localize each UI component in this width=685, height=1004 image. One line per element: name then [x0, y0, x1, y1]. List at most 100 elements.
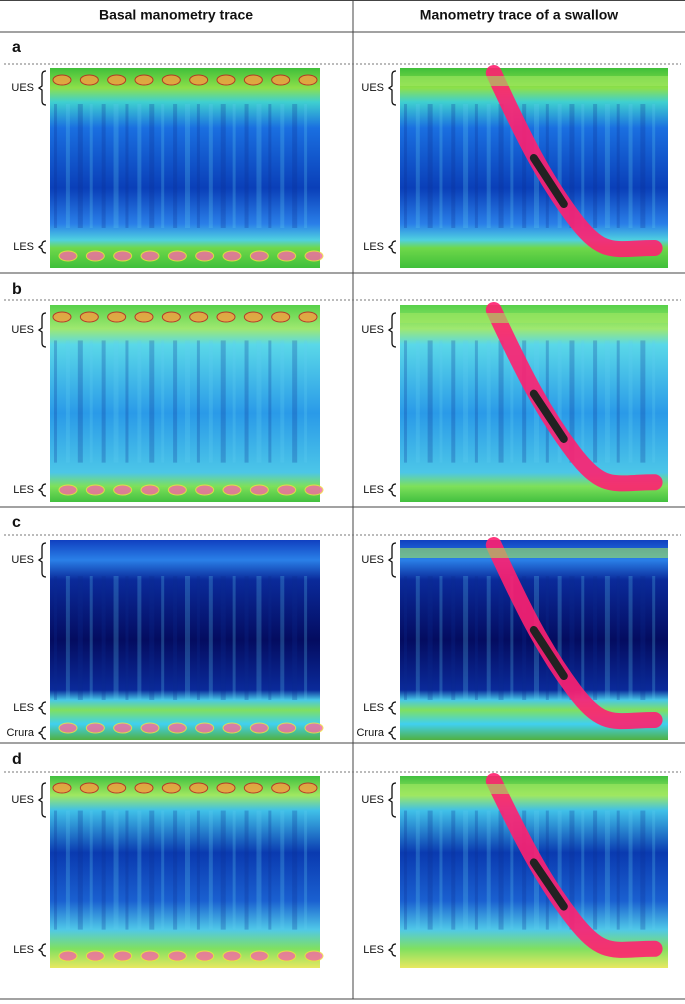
heatmap-stripe	[125, 576, 129, 700]
heatmap-stripe	[149, 576, 155, 700]
sphincter-label: LES	[363, 241, 384, 253]
column-header: Basal manometry trace	[99, 7, 253, 23]
heatmap-stripe	[149, 810, 155, 930]
pressure-blob	[113, 484, 133, 496]
pressure-blob	[277, 484, 297, 496]
pressure-blob	[195, 722, 215, 734]
brace	[37, 943, 47, 957]
heatmap-stripe	[161, 340, 165, 463]
pressure-blob	[79, 311, 99, 323]
pressure-blob	[195, 484, 215, 496]
heatmap-stripe	[427, 340, 433, 463]
heatmap-stripe	[280, 810, 285, 930]
heatmap-stripe	[415, 576, 420, 700]
brace	[387, 542, 397, 578]
pressure-blob	[58, 950, 78, 962]
heatmap-stripe	[196, 810, 200, 930]
heatmap-stripe	[304, 104, 308, 228]
heatmap-stripe	[569, 340, 575, 463]
heatmap-stripe	[557, 810, 562, 930]
pressure-blob	[249, 250, 269, 262]
heatmap-stripe	[54, 810, 57, 930]
heatmap-stripe	[65, 576, 70, 700]
wave-core	[529, 626, 568, 680]
heatmap-stripe	[486, 576, 491, 700]
heatmap-stripe	[640, 104, 646, 228]
heatmap-stripe	[451, 810, 456, 930]
heatmap-stripe	[510, 810, 514, 930]
pressure-blob	[140, 722, 160, 734]
heatmap-stripe	[173, 340, 178, 463]
panel-letter: c	[12, 514, 21, 531]
pressure-blob	[277, 950, 297, 962]
heatmap-stripe	[137, 576, 142, 700]
pressure-blob	[107, 311, 127, 323]
heatmap-stripe	[463, 104, 469, 228]
sphincter-label: UES	[11, 324, 34, 336]
heatmap-stripe	[208, 104, 213, 228]
pressure-blob	[222, 250, 242, 262]
heatmap-stripe	[220, 810, 226, 930]
heatmap-stripe	[161, 576, 165, 700]
heatmap-stripe	[616, 810, 620, 930]
heatmap-stripe	[65, 104, 70, 228]
heatmap-stripe	[77, 104, 83, 228]
heatmap-stripe	[498, 340, 504, 463]
brace	[387, 312, 397, 348]
pressure-blob	[298, 782, 318, 794]
heatmap-stripe	[474, 340, 478, 463]
pressure-blob	[107, 782, 127, 794]
heatmap-stripe	[89, 810, 93, 930]
heatmap-stripe	[498, 576, 504, 700]
pressure-blob	[243, 74, 263, 86]
pressure-blob	[271, 782, 291, 794]
heatmap-stripe	[280, 340, 285, 463]
sphincter-label: UES	[11, 554, 34, 566]
pressure-blob	[249, 722, 269, 734]
brace	[37, 70, 47, 106]
heatmap-stripe	[569, 576, 575, 700]
heatmap-stripe	[256, 576, 262, 700]
heatmap-stripe	[268, 576, 272, 700]
brace	[37, 483, 47, 497]
heatmap-stripe	[256, 810, 262, 930]
pressure-blob	[113, 722, 133, 734]
sphincter-label: Crura	[6, 727, 34, 739]
heatmap-stripe	[220, 340, 226, 463]
pressure-blob	[79, 74, 99, 86]
pressure-blob	[222, 950, 242, 962]
brace	[37, 726, 47, 740]
heatmap-stripe	[161, 810, 165, 930]
heatmap-stripe	[304, 810, 308, 930]
sphincter-label: LES	[363, 702, 384, 714]
brace	[387, 483, 397, 497]
pressure-blob	[298, 311, 318, 323]
pressure-blob	[52, 74, 72, 86]
heatmap-stripe	[522, 104, 527, 228]
heatmap-stripe	[244, 810, 249, 930]
heatmap-stripe	[54, 340, 57, 463]
heatmap-stripe	[652, 810, 656, 930]
heatmap-stripe	[232, 576, 236, 700]
heatmap-stripe	[569, 104, 575, 228]
heatmap-stripe	[451, 104, 456, 228]
heatmap-stripe	[557, 576, 562, 700]
heatmap-stripe	[404, 576, 407, 700]
heatmap-stripe	[268, 810, 272, 930]
heatmap-stripe	[113, 810, 119, 930]
heatmap-stripe	[510, 576, 514, 700]
pressure-blob	[304, 722, 324, 734]
heatmap-stripe	[593, 576, 598, 700]
pressure-blob	[161, 782, 181, 794]
heatmap-stripe	[268, 340, 272, 463]
heatmap-stripe	[604, 576, 610, 700]
heatmap-stripe	[652, 576, 656, 700]
pressure-blob	[134, 74, 154, 86]
heatmap-stripe	[54, 576, 57, 700]
pressure-blob	[222, 484, 242, 496]
pressure-blob	[113, 250, 133, 262]
heatmap-stripe	[137, 104, 142, 228]
pressure-blob	[216, 74, 236, 86]
heatmap-background	[50, 68, 320, 268]
heatmap-stripe	[220, 576, 226, 700]
